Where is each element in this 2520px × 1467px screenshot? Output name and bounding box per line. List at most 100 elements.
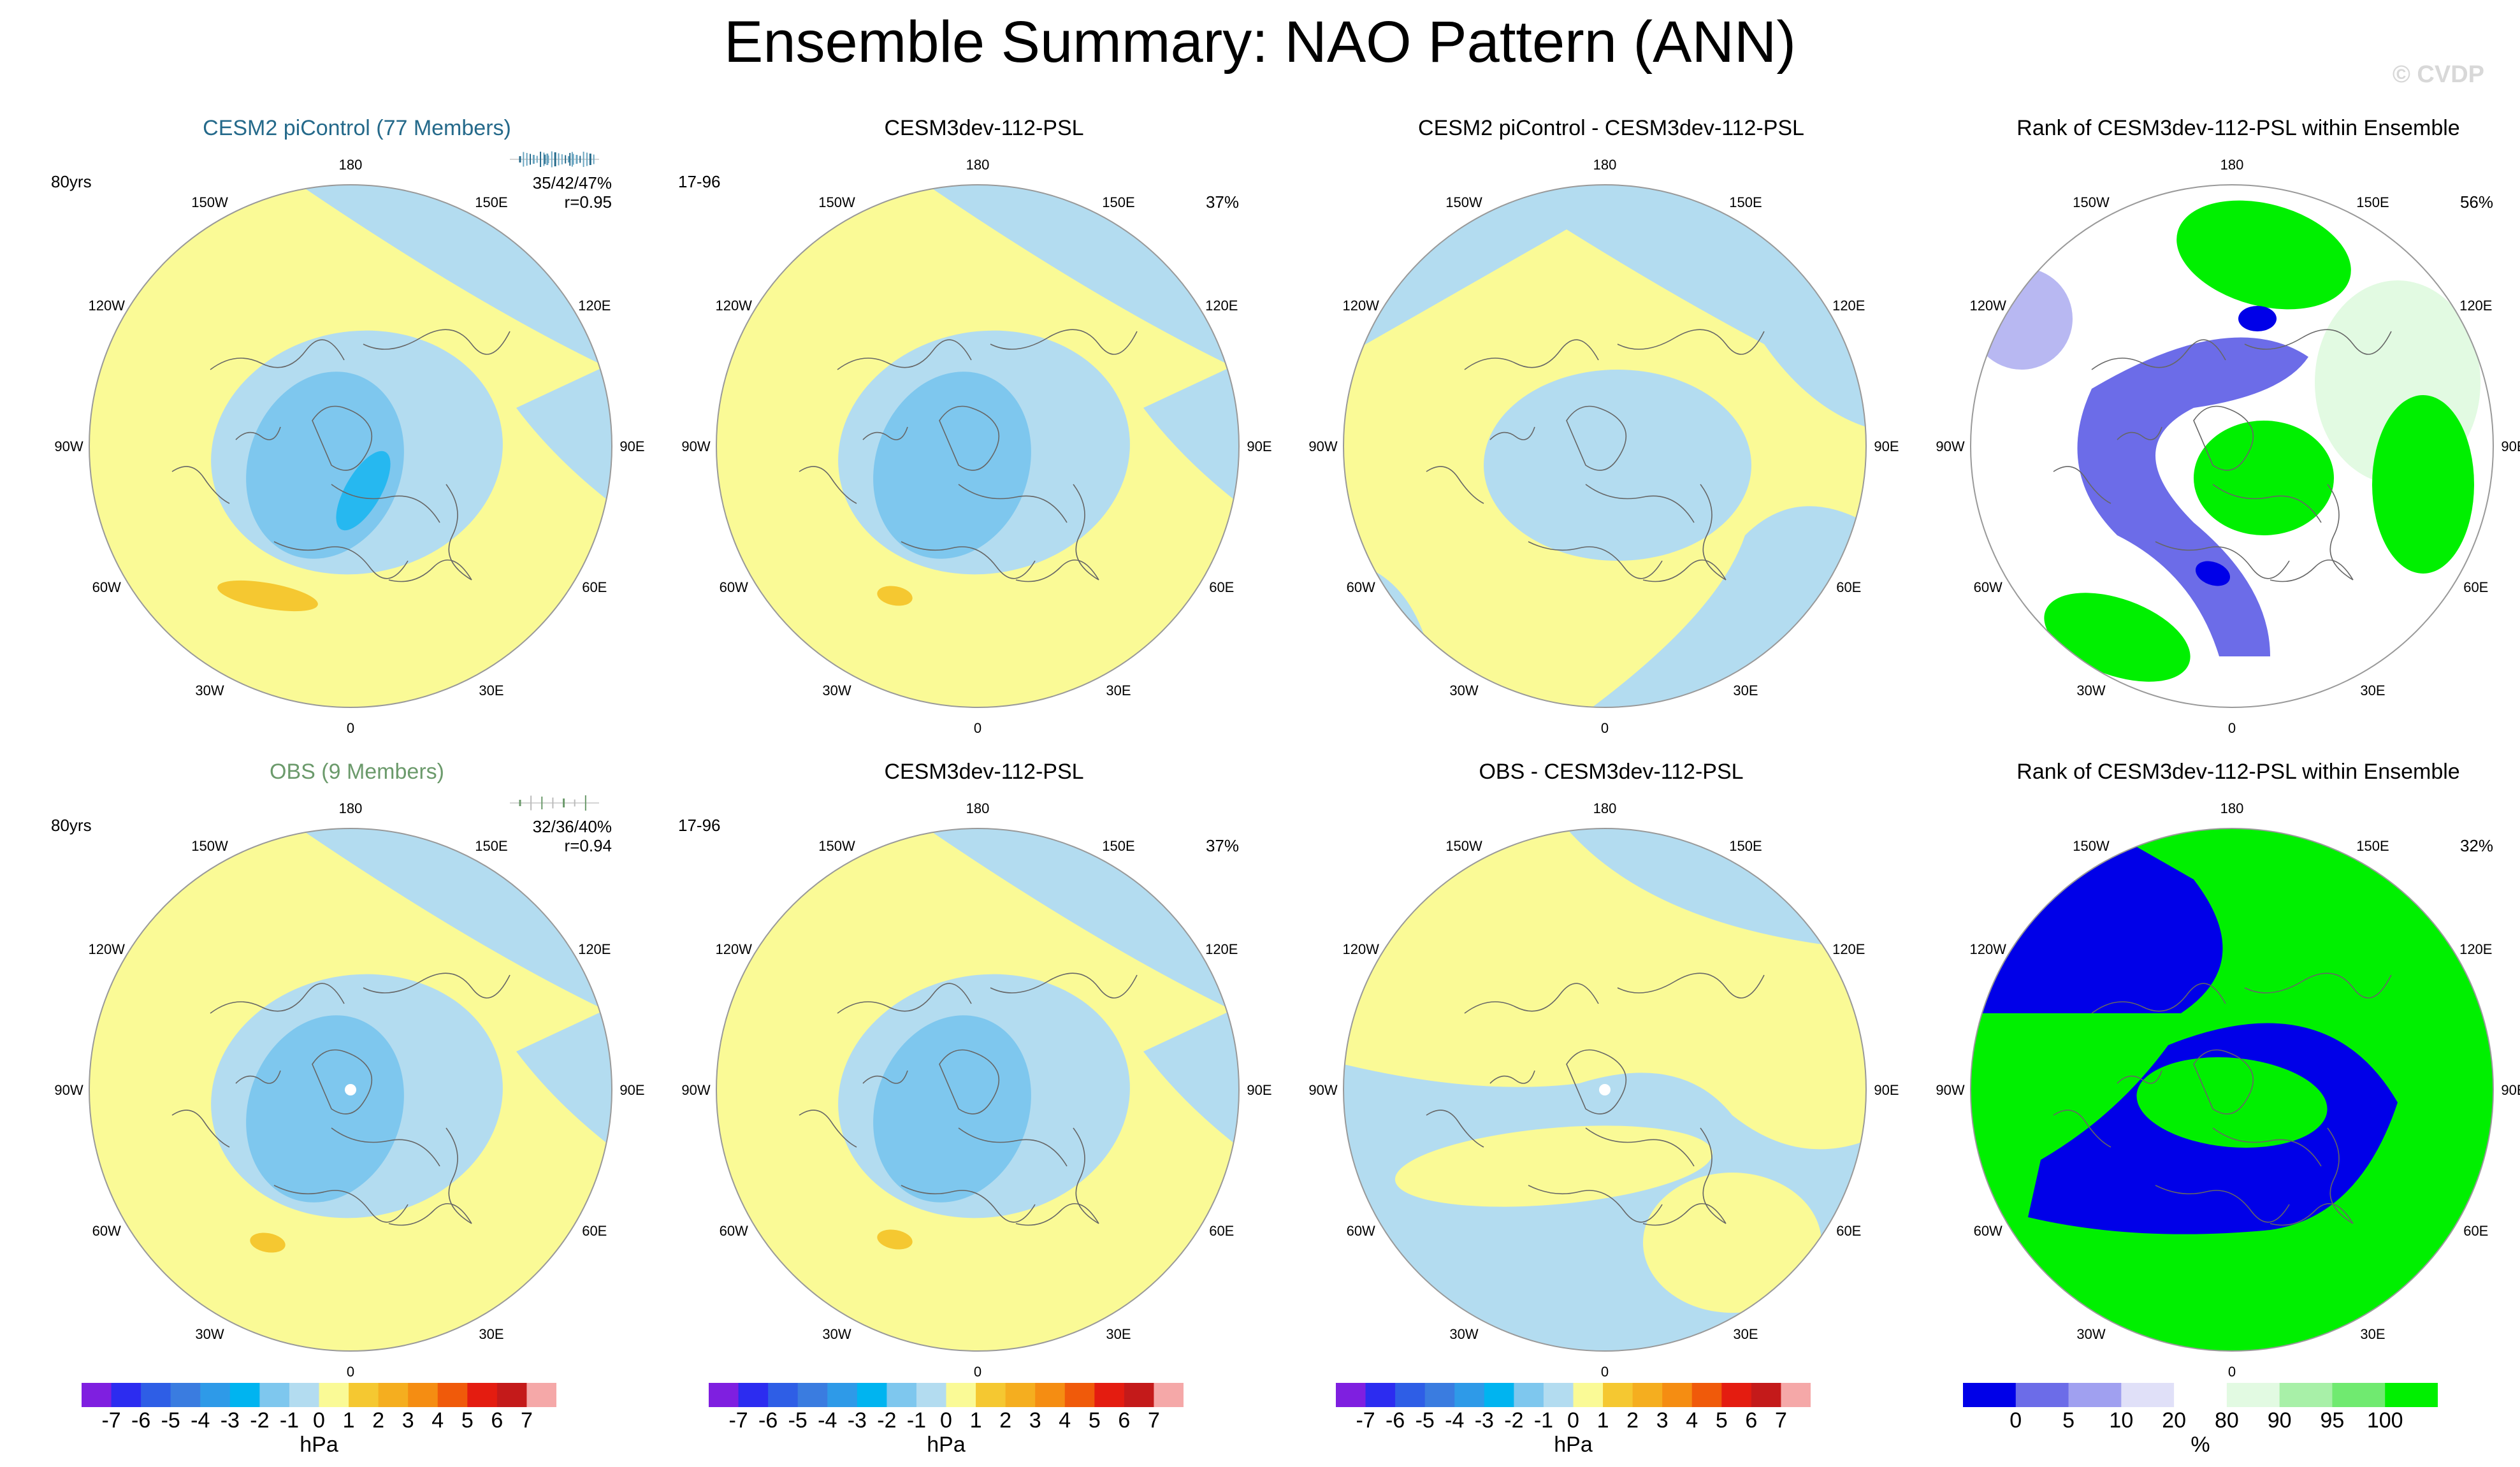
coastline bbox=[1426, 1109, 1484, 1148]
colorbar-swatch bbox=[797, 1383, 828, 1407]
positive-peak bbox=[877, 586, 913, 606]
longitude-label: 60E bbox=[1836, 1223, 1861, 1239]
coastline bbox=[837, 983, 972, 1014]
colorbar-tick-label: 3 bbox=[1656, 1408, 1669, 1433]
coastline bbox=[2053, 466, 2111, 504]
colorbar-tick-label: -5 bbox=[161, 1408, 180, 1433]
colorbar-tick-label: 5 bbox=[1715, 1408, 1728, 1433]
coastline bbox=[2244, 972, 2392, 999]
map-boundary bbox=[89, 184, 612, 708]
colorbar-swatch bbox=[1543, 1383, 1574, 1407]
variance-label: 32/36/40% bbox=[532, 817, 612, 836]
colorbar-swatch bbox=[289, 1383, 319, 1407]
coastline bbox=[1426, 466, 1484, 504]
positive-peak bbox=[877, 1229, 913, 1250]
colorbar-tick-label: 2 bbox=[1626, 1408, 1639, 1433]
negative-region bbox=[1143, 363, 1239, 503]
high-rank-region bbox=[2194, 421, 2334, 535]
high-rank-region bbox=[2372, 395, 2474, 574]
longitude-label: 90E bbox=[1874, 438, 1899, 454]
longitude-label: 180 bbox=[339, 800, 363, 816]
coastline bbox=[210, 339, 345, 370]
longitude-label: 120E bbox=[578, 298, 611, 314]
longitude-label: 150E bbox=[2356, 838, 2389, 854]
colorbar-swatch bbox=[378, 1383, 409, 1407]
period-label: 17-96 bbox=[678, 816, 721, 835]
colorbar-swatch bbox=[1603, 1383, 1633, 1407]
colorbar-tick-label: -7 bbox=[728, 1408, 748, 1433]
longitude-label: 120E bbox=[2459, 941, 2492, 957]
longitude-label: 180 bbox=[966, 157, 990, 173]
colorbar-tick-label: 0 bbox=[2009, 1408, 2022, 1433]
colorbar-tick-label: 7 bbox=[1147, 1408, 1160, 1433]
colorbar-swatch bbox=[946, 1383, 976, 1407]
longitude-label: 150W bbox=[818, 194, 855, 210]
colorbar-swatch bbox=[768, 1383, 799, 1407]
longitude-label: 150E bbox=[1102, 194, 1134, 210]
coastline bbox=[939, 405, 1000, 471]
longitude-label: 90E bbox=[1247, 1082, 1271, 1098]
longitude-label: 180 bbox=[1593, 157, 1617, 173]
period-label: 80yrs bbox=[51, 816, 92, 835]
colorbar-tick-label: 90 bbox=[2267, 1408, 2292, 1433]
colorbar-tick-label: -3 bbox=[220, 1408, 240, 1433]
low-rank-peak bbox=[2238, 306, 2277, 331]
panel-title: OBS (9 Members) bbox=[270, 760, 444, 784]
coastline bbox=[799, 1109, 857, 1148]
negative-region bbox=[1484, 370, 1751, 561]
longitude-label: 90E bbox=[1247, 438, 1271, 454]
longitude-label: 180 bbox=[2220, 800, 2244, 816]
coastline bbox=[1073, 484, 1099, 581]
colorbar-tick-label: -4 bbox=[191, 1408, 210, 1433]
coastline bbox=[445, 484, 472, 581]
coastline bbox=[1700, 1127, 1727, 1224]
coastline bbox=[1489, 426, 1535, 440]
coastline bbox=[1617, 972, 1765, 999]
colorbar-unit: hPa bbox=[1554, 1433, 1593, 1457]
longitude-label: 60E bbox=[2463, 579, 2488, 595]
colorbar-tick-label: 0 bbox=[1567, 1408, 1579, 1433]
longitude-label: 30E bbox=[2360, 683, 2385, 698]
longitude-label: 180 bbox=[1593, 800, 1617, 816]
colorbar-swatch bbox=[738, 1383, 769, 1407]
colorbar-swatch bbox=[259, 1383, 290, 1407]
negative-core bbox=[873, 1015, 1031, 1203]
colorbar-swatch bbox=[976, 1383, 1006, 1407]
colorbar-tick-label: 1 bbox=[342, 1408, 355, 1433]
colorbar-swatch bbox=[1484, 1383, 1514, 1407]
figure-title: Ensemble Summary: NAO Pattern (ANN) bbox=[723, 10, 1796, 75]
longitude-label: 120E bbox=[1205, 941, 1238, 957]
colorbar-unit: hPa bbox=[300, 1433, 338, 1457]
coastline bbox=[990, 329, 1138, 355]
map-boundary bbox=[716, 828, 1240, 1352]
colorbar-swatch bbox=[200, 1383, 231, 1407]
colorbar-tick-label: -2 bbox=[250, 1408, 270, 1433]
longitude-label: 30E bbox=[2360, 1326, 2385, 1342]
colorbar-tick-label: -1 bbox=[1533, 1408, 1554, 1433]
coastline bbox=[2212, 1127, 2322, 1167]
longitude-label: 0 bbox=[2228, 720, 2236, 736]
colorbar-tick-label: 4 bbox=[1686, 1408, 1698, 1433]
colorbar-tick-label: -1 bbox=[279, 1408, 300, 1433]
longitude-label: 90W bbox=[54, 1082, 83, 1098]
colorbar-swatch bbox=[1514, 1383, 1544, 1407]
longitude-label: 30E bbox=[479, 683, 503, 698]
longitude-label: 120W bbox=[715, 941, 752, 957]
colorbar-tick-label: 1 bbox=[969, 1408, 982, 1433]
map-panel-p7: OBS - CESM3dev-112-PSL 180 150E 120E 90E 60E 3… bbox=[1305, 752, 1917, 1389]
colorbar-tick-label: -2 bbox=[877, 1408, 897, 1433]
negative-region bbox=[1143, 1007, 1239, 1147]
colorbar-tick-label: 95 bbox=[2320, 1408, 2345, 1433]
longitude-label: 60W bbox=[720, 579, 748, 595]
colorbar-swatch bbox=[1005, 1383, 1036, 1407]
colorbar-tick-label: 3 bbox=[402, 1408, 414, 1433]
coastline bbox=[862, 426, 908, 440]
longitude-label: 150E bbox=[1102, 838, 1134, 854]
colorbar-tick-label: 2 bbox=[999, 1408, 1012, 1433]
map-boundary bbox=[716, 184, 1240, 708]
longitude-label: 150E bbox=[1729, 194, 1762, 210]
map-panel-p1: CESM2 piControl (77 Members) 80yrs 35/42/4… bbox=[51, 108, 663, 746]
colorbar-tick-label: 6 bbox=[1118, 1408, 1131, 1433]
longitude-label: 60W bbox=[1347, 579, 1375, 595]
coastline bbox=[1073, 1127, 1099, 1224]
